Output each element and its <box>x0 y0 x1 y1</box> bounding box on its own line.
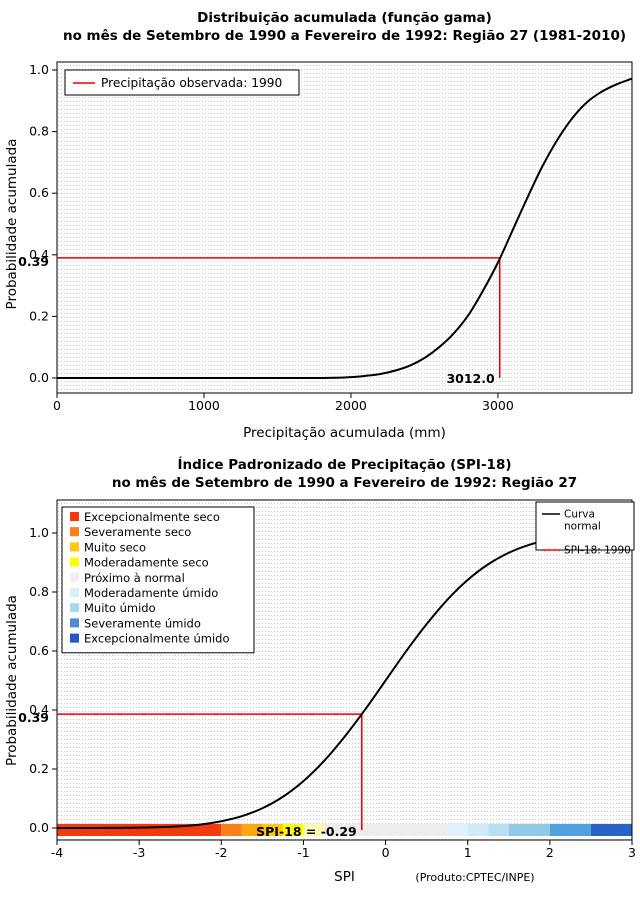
observed-crosshair <box>57 257 501 378</box>
y-tick-label: 0.4 <box>29 247 49 262</box>
colorbar-segment <box>282 824 304 836</box>
colorbar-segment <box>549 824 591 836</box>
category-label: Próximo à normal <box>84 571 185 585</box>
category-swatch <box>70 542 79 552</box>
x-tick-label: -4 <box>51 845 64 860</box>
x-tick-label: 1 <box>464 845 472 860</box>
legend-entry-label: Curva <box>564 509 595 521</box>
category-label: Excepcionalmente seco <box>84 510 220 524</box>
observed-crosshair <box>57 713 363 830</box>
colorbar-segment <box>467 824 489 836</box>
plot-box <box>56 61 633 394</box>
x-tick-label: 1000 <box>188 398 220 413</box>
colorbar-segment <box>488 824 509 836</box>
legend-entry-label: normal <box>564 521 601 533</box>
chart-subtitle: no mês de Setembro de 1990 a Fevereiro d… <box>112 475 577 491</box>
spi-standardized-index-chart: Índice Padronizado de Precipitação (SPI-… <box>4 456 636 885</box>
category-label: Moderadamente úmido <box>84 586 218 600</box>
plot-dot-grid <box>57 62 632 393</box>
cdf-curve <box>56 532 633 829</box>
y-tick-label: 0.8 <box>29 584 49 599</box>
x-tick-label: -2 <box>215 845 227 860</box>
x-tick-label: 0 <box>53 398 61 413</box>
category-swatch <box>70 557 79 567</box>
y-tick-label: 0.0 <box>29 820 49 835</box>
footer-credit: (Produto:CPTEC/INPE) <box>415 871 534 884</box>
category-label: Excepcionalmente úmido <box>84 632 229 646</box>
legend: Precipitação observada: 1990 <box>64 69 300 96</box>
y-tick-label: 0.6 <box>29 185 49 200</box>
colorbar-segment <box>508 824 550 836</box>
colorbar-segment <box>303 824 324 836</box>
category-label: Severamente seco <box>84 525 191 539</box>
category-label: Muito seco <box>84 540 146 554</box>
category-label: Muito úmido <box>84 601 156 615</box>
observed-x-value: 3012.0 <box>446 371 495 386</box>
category-label: Severamente úmido <box>84 616 201 630</box>
x-tick-label: 2000 <box>335 398 367 413</box>
legend-box <box>64 69 300 96</box>
category-swatch <box>70 572 79 582</box>
observed-x-value: SPI-18 = -0.29 <box>256 824 357 839</box>
plot-box <box>56 499 633 841</box>
category-swatch <box>70 618 79 628</box>
x-tick-label: -3 <box>133 845 145 860</box>
colorbar-segment <box>590 824 632 836</box>
y-tick-label: 0.8 <box>29 124 49 139</box>
category-label: Moderadamente seco <box>84 556 209 570</box>
colorbar-segment <box>447 824 468 836</box>
category-swatch <box>70 588 79 597</box>
observed-y-value: 0.39 <box>18 710 49 725</box>
category-swatch <box>70 527 79 537</box>
legend-entry-label: SPI-18: 1990 <box>564 545 631 557</box>
x-tick-label: 3000 <box>482 398 514 413</box>
x-tick-label: 0 <box>382 845 390 860</box>
y-axis-label: Probabilidade acumulada <box>4 139 20 310</box>
chart-title: Distribuição acumulada (função gama) <box>197 10 492 26</box>
y-tick-label: 1.0 <box>29 525 49 540</box>
y-tick-label: 1.0 <box>29 62 49 77</box>
y-tick-label: 0.2 <box>29 308 49 323</box>
chart-subtitle: no mês de Setembro de 1990 a Fevereiro d… <box>63 28 626 44</box>
x-tick-label: -1 <box>297 845 309 860</box>
colorbar-segment <box>241 824 263 836</box>
y-tick-label: 0.4 <box>29 702 49 717</box>
x-tick-label: 3 <box>628 845 636 860</box>
curves-legend-box <box>535 501 635 551</box>
y-tick-label: 0.2 <box>29 761 49 776</box>
category-swatch <box>70 633 79 643</box>
x-tick-label: 2 <box>546 845 554 860</box>
category-legend-box <box>61 506 255 654</box>
chart-title: Índice Padronizado de Precipitação (SPI-… <box>177 456 511 473</box>
legend-entry-label: Precipitação observada: 1990 <box>101 76 282 90</box>
category-swatch <box>70 603 79 613</box>
gamma-cumulative-distribution-chart: Distribuição acumulada (função gama) no m… <box>4 10 633 441</box>
category-swatch <box>70 512 79 521</box>
x-axis-label: Precipitação acumulada (mm) <box>243 425 446 441</box>
y-tick-label: 0.6 <box>29 643 49 658</box>
colorbar-segment <box>221 824 242 836</box>
y-tick-label: 0.0 <box>29 370 49 385</box>
x-axis-label: SPI <box>334 869 355 885</box>
cdf-curve <box>56 77 633 380</box>
observed-y-value: 0.39 <box>18 254 49 269</box>
y-axis-label: Probabilidade acumulada <box>4 595 20 766</box>
colorbar-segment <box>262 824 283 836</box>
colorbar-segment <box>323 824 448 836</box>
